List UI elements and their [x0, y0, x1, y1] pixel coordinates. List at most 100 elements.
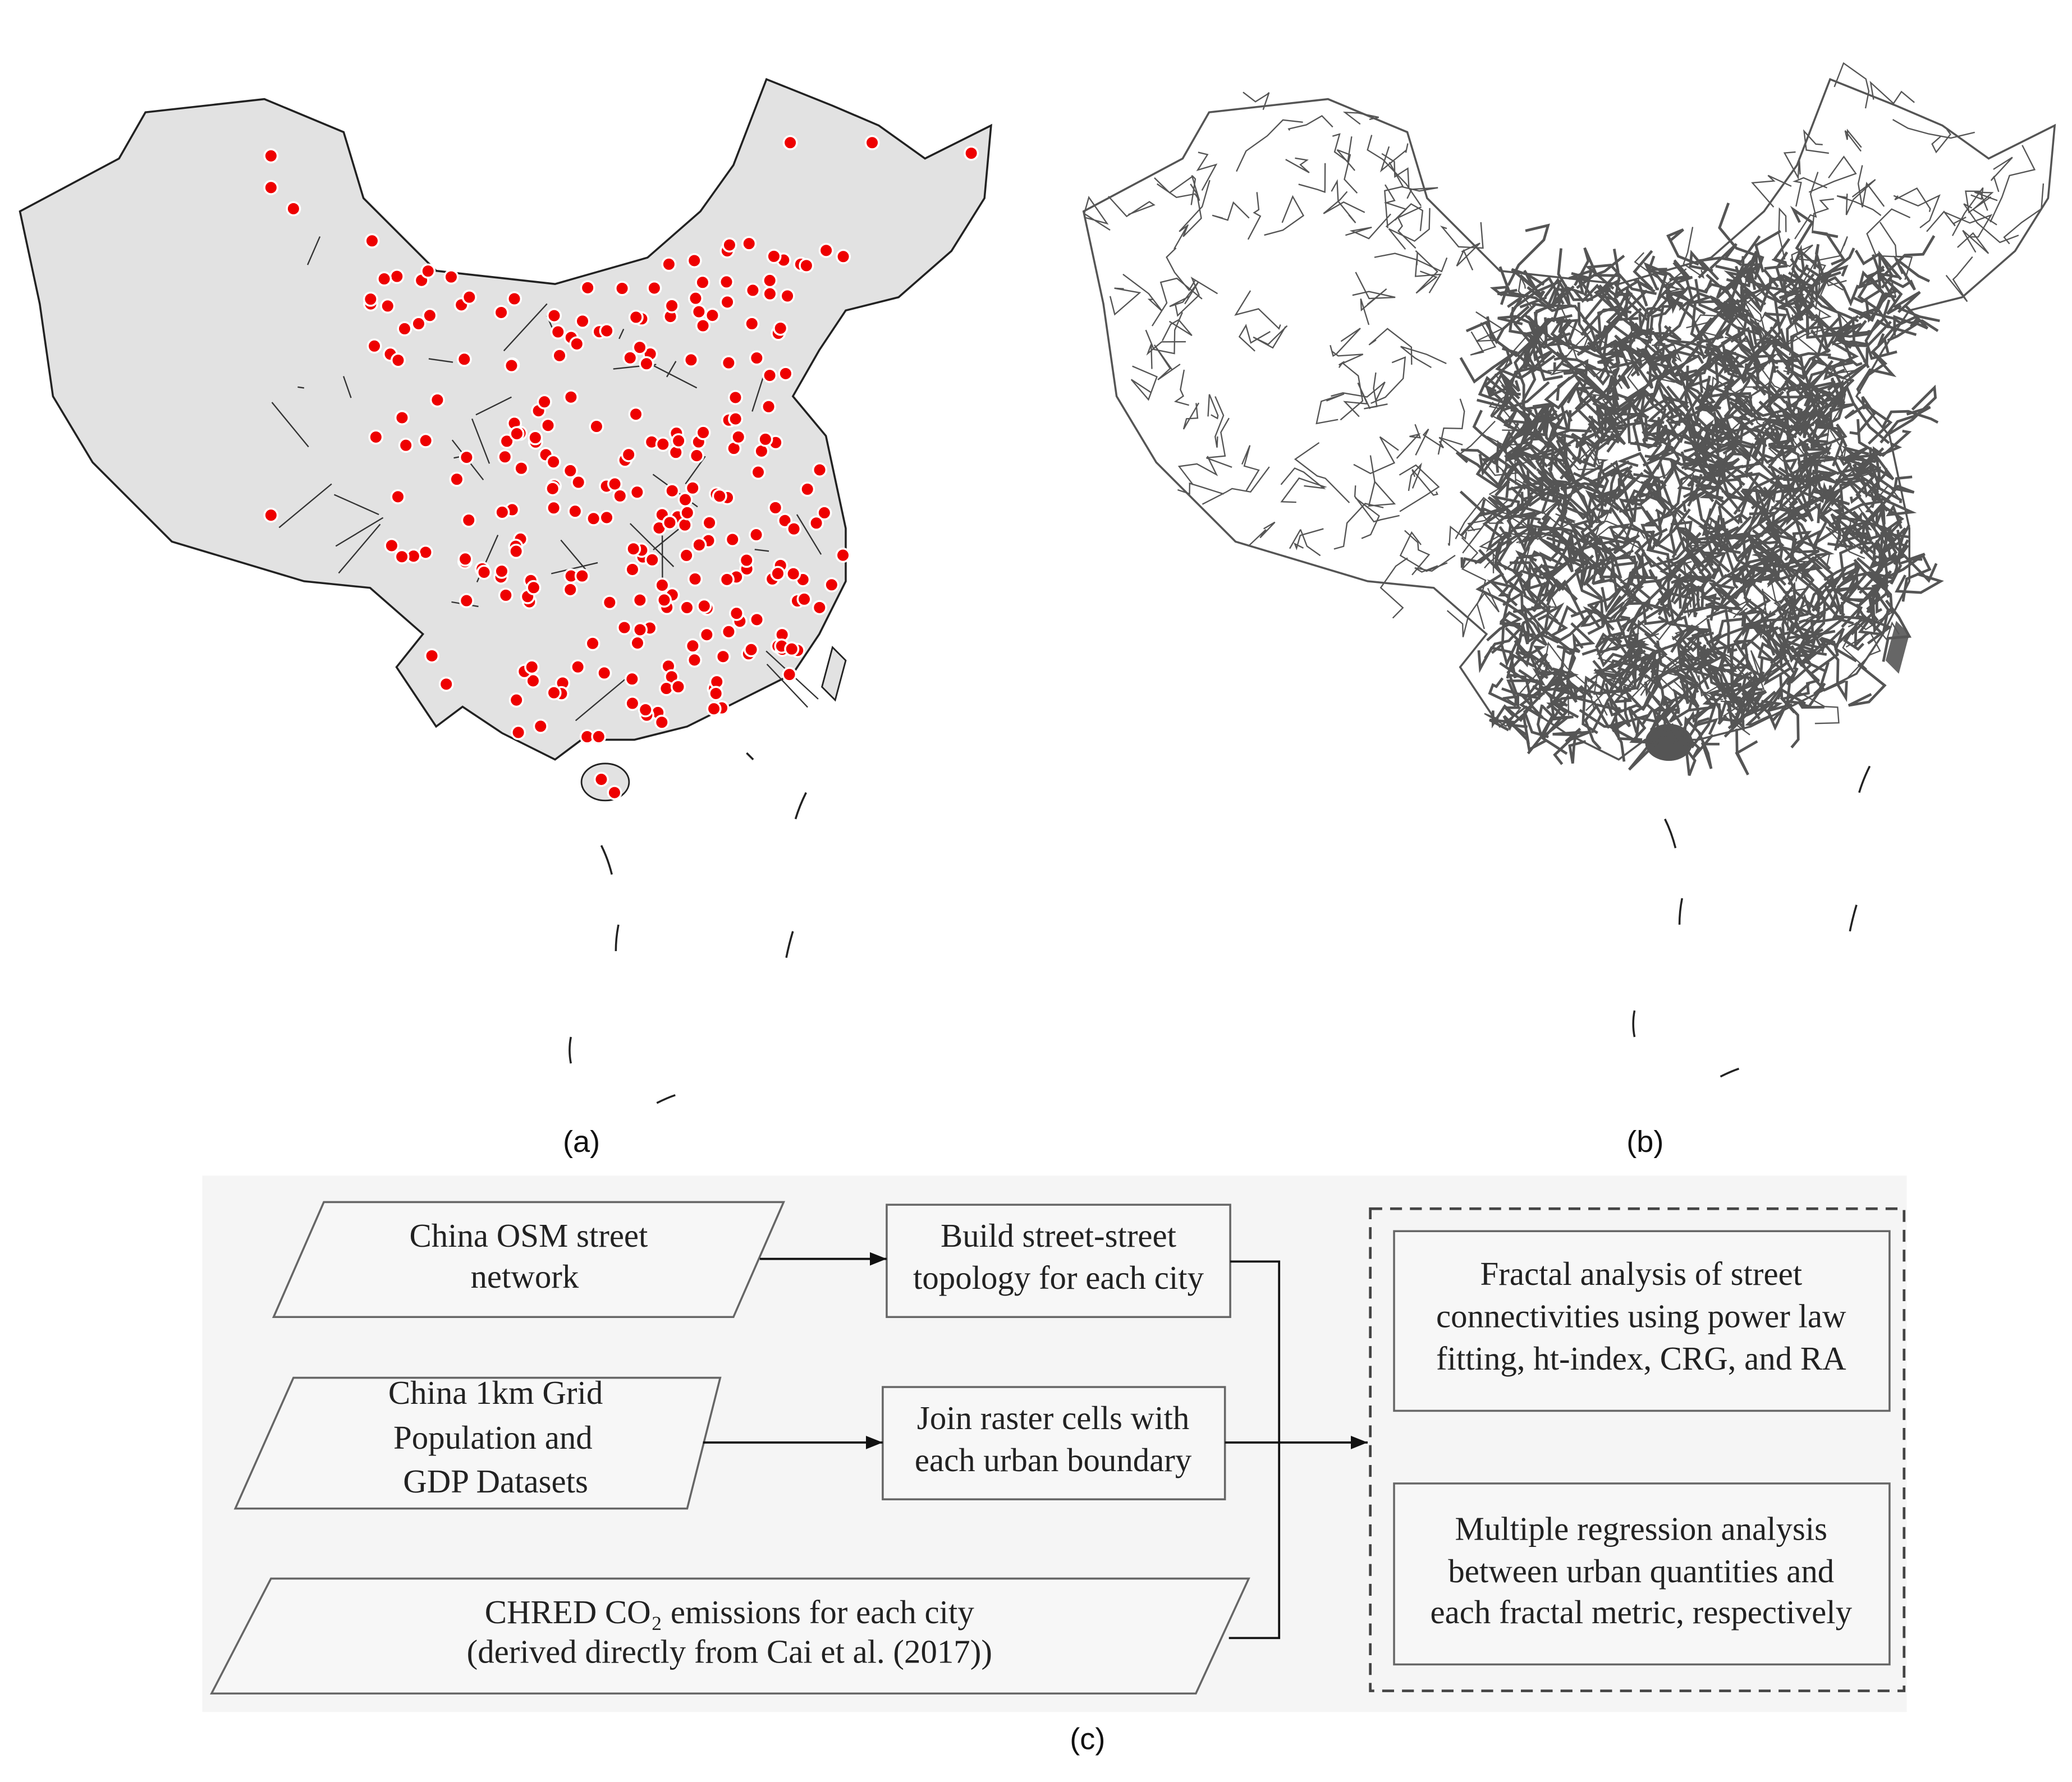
street	[1399, 531, 1448, 572]
street	[1355, 497, 1380, 539]
city-dot	[625, 562, 640, 577]
street	[1214, 396, 1225, 448]
street	[1584, 574, 1622, 626]
street	[1869, 80, 1915, 105]
street	[1202, 466, 1270, 505]
street	[1685, 387, 1734, 433]
street	[1478, 453, 1542, 494]
street	[1848, 617, 1900, 641]
street	[1470, 322, 1497, 356]
city-dot	[591, 729, 607, 745]
street	[1370, 356, 1406, 404]
street	[1733, 639, 1775, 663]
city-dot	[607, 785, 622, 801]
street	[1740, 489, 1768, 516]
street	[1333, 503, 1384, 550]
city-dot	[782, 135, 798, 150]
city-dot	[766, 249, 782, 264]
street	[1182, 402, 1200, 430]
street	[1243, 91, 1270, 111]
city-dot	[786, 566, 801, 582]
street	[1801, 273, 1859, 323]
street	[1798, 612, 1845, 624]
street	[1774, 494, 1803, 518]
street	[1773, 402, 1830, 439]
city-dot	[835, 548, 851, 563]
street	[1805, 244, 1827, 282]
street	[1560, 306, 1589, 355]
street	[1833, 62, 1870, 109]
street	[1661, 700, 1718, 748]
street	[1575, 425, 1603, 449]
street	[1784, 341, 1812, 392]
street	[1533, 567, 1578, 606]
street	[1739, 564, 1768, 590]
city-dot	[632, 339, 648, 355]
city-dot	[770, 566, 786, 581]
street	[1868, 568, 1892, 588]
street	[1506, 679, 1538, 705]
street	[1866, 208, 1911, 258]
street	[1741, 488, 1770, 525]
street	[1686, 306, 1746, 338]
street	[1707, 662, 1750, 706]
street	[1541, 701, 1579, 755]
street	[1503, 712, 1530, 745]
output-text: between urban quantities and	[1448, 1553, 1834, 1590]
process-box	[886, 1204, 1231, 1319]
city-dot	[680, 505, 695, 521]
street	[1931, 128, 1951, 154]
city-dot	[390, 489, 406, 504]
city-dot	[286, 201, 301, 217]
street	[1751, 174, 1792, 208]
street	[1506, 645, 1554, 674]
street	[1957, 229, 1990, 254]
city-dot	[616, 619, 632, 636]
street	[1153, 345, 1181, 380]
street	[1109, 287, 1142, 316]
street	[1742, 626, 1790, 655]
street	[1345, 213, 1392, 240]
street	[1353, 436, 1399, 475]
street	[1595, 498, 1631, 540]
city-dot	[812, 462, 828, 478]
street	[1513, 338, 1546, 411]
province-border	[503, 303, 548, 352]
city-dot	[818, 242, 834, 258]
output-text: Multiple regression analysis	[1455, 1511, 1828, 1547]
street	[1651, 382, 1702, 428]
street	[1768, 439, 1812, 483]
street	[1951, 187, 1984, 236]
street	[1612, 679, 1635, 704]
street	[1460, 541, 1505, 568]
input-text: Population and	[393, 1420, 593, 1456]
street	[1661, 268, 1688, 291]
city-dot	[647, 280, 662, 296]
city-dot	[459, 593, 474, 609]
province-border	[560, 539, 586, 570]
street	[1806, 317, 1830, 353]
street	[1367, 135, 1422, 206]
street	[1354, 485, 1400, 523]
street	[1547, 329, 1593, 376]
province-border	[278, 483, 332, 529]
city-dot	[702, 515, 717, 531]
street	[1972, 191, 1998, 226]
street	[1864, 319, 1897, 360]
street	[1177, 482, 1224, 495]
street	[1731, 513, 1761, 538]
street	[1624, 525, 1657, 551]
street	[1839, 540, 1871, 595]
street	[1837, 500, 1883, 540]
street	[1581, 647, 1625, 668]
street	[1294, 528, 1324, 550]
city-dot	[457, 551, 473, 567]
city-dot	[624, 671, 640, 687]
street	[1519, 274, 1546, 297]
province-border	[306, 236, 321, 265]
street	[1569, 433, 1597, 486]
street	[1648, 334, 1676, 370]
street	[1856, 350, 1897, 394]
street	[1880, 235, 1936, 304]
street	[1783, 151, 1801, 180]
